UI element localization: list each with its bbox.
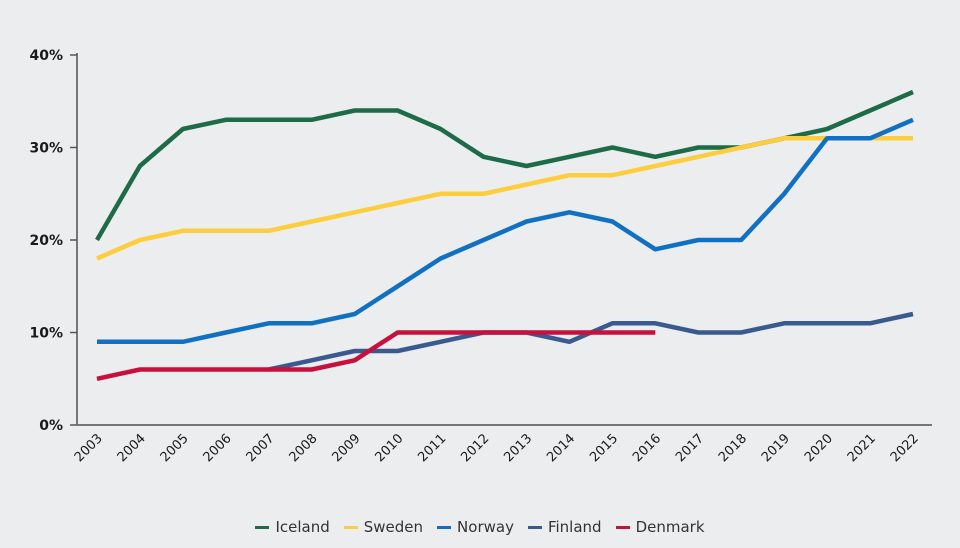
series-lines — [95, 89, 914, 381]
x-tick-label: 2015 — [587, 431, 621, 465]
x-tick-label: 2022 — [888, 431, 922, 465]
legend-label: Sweden — [363, 518, 424, 536]
legend-swatch — [615, 525, 630, 529]
y-tick-label: 40% — [29, 48, 63, 64]
x-tick-label: 2007 — [244, 431, 278, 465]
series-line-iceland — [95, 89, 914, 242]
x-tick-label: 2014 — [544, 431, 578, 465]
legend: Iceland Sweden Norway Finland Denmark — [0, 518, 960, 536]
legend-label: Iceland — [275, 518, 330, 536]
x-tick-label: 2005 — [158, 431, 192, 465]
legend-item-norway: Norway — [437, 518, 514, 536]
x-tick-label: 2003 — [72, 431, 106, 465]
x-tick-label: 2008 — [287, 431, 321, 465]
line-chart: 0% 10% 20% 30% 40% 2003 2004 2005 2006 2007 2008 20… — [29, 48, 932, 465]
y-tick-label: 0% — [39, 418, 63, 434]
x-tick-label: 2021 — [845, 431, 879, 465]
legend-label: Norway — [457, 518, 514, 536]
legend-swatch — [255, 525, 270, 529]
y-tick-label: 30% — [29, 141, 63, 157]
x-tick-label: 2019 — [759, 431, 793, 465]
legend-label: Denmark — [635, 518, 705, 536]
legend-label: Finland — [547, 518, 602, 536]
series-line-finland — [268, 311, 914, 372]
x-tick-label: 2010 — [372, 431, 406, 465]
x-tick-label: 2013 — [501, 431, 535, 465]
axes: 0% 10% 20% 30% 40% 2003 2004 2005 2006 2007 2008 20… — [29, 48, 932, 465]
x-tick-label: 2004 — [115, 431, 149, 465]
legend-item-denmark: Denmark — [615, 518, 705, 536]
x-tick-label: 2011 — [415, 431, 449, 465]
y-tick-label: 10% — [29, 326, 63, 342]
legend-item-iceland: Iceland — [255, 518, 330, 536]
x-tick-label: 2016 — [630, 431, 664, 465]
x-tick-label: 2018 — [716, 431, 750, 465]
x-tick-label: 2020 — [802, 431, 836, 465]
series-line-norway — [97, 117, 914, 345]
legend-swatch — [437, 525, 452, 529]
series-line-sweden — [96, 136, 913, 261]
legend-item-finland: Finland — [527, 518, 602, 536]
series-line-denmark — [96, 330, 656, 381]
x-tick-label: 2009 — [330, 431, 364, 465]
legend-swatch — [343, 525, 358, 529]
x-tick-label: 2017 — [673, 431, 707, 465]
x-tick-label: 2006 — [201, 431, 235, 465]
legend-swatch — [527, 525, 542, 529]
legend-item-sweden: Sweden — [343, 518, 424, 536]
x-tick-label: 2012 — [458, 431, 492, 465]
y-tick-label: 20% — [29, 233, 63, 249]
